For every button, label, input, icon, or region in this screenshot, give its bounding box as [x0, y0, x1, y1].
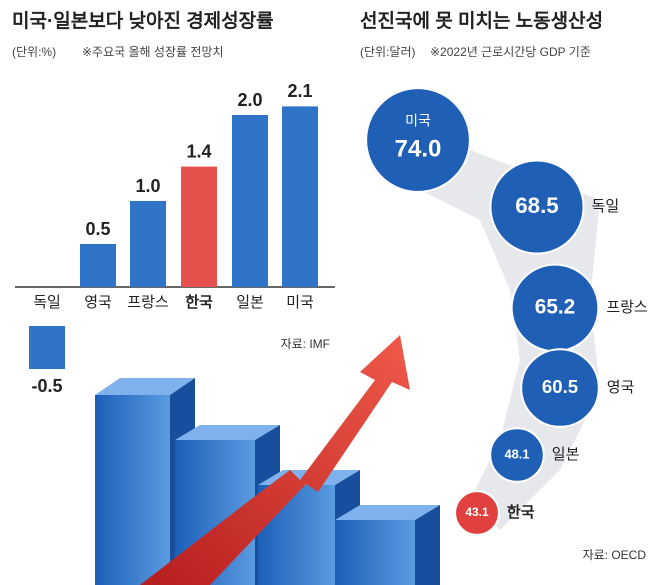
bar [29, 326, 65, 369]
value-label: -0.5 [31, 376, 62, 396]
category-label: 한국 [507, 504, 535, 521]
bar [282, 106, 318, 288]
bubble [520, 348, 600, 428]
bar [80, 244, 116, 287]
subtitle: ※주요국 올해 성장률 전망치 [82, 45, 224, 59]
subtitle: ※2022년 근로시간당 GDP 기준 [430, 45, 591, 59]
bar [232, 115, 268, 287]
value-label: 0.5 [85, 219, 110, 239]
source: 자료: OECD [583, 548, 647, 562]
category-label: 미국 [405, 113, 431, 129]
decoration-bars [95, 378, 440, 585]
x-tick-label: 영국 [84, 294, 112, 311]
x-tick-label: 일본 [236, 294, 264, 311]
category-label: 영국 [607, 379, 635, 396]
value-label: 2.1 [287, 81, 312, 101]
category-label: 프랑스 [606, 299, 648, 316]
unit: (단위:달러) [360, 45, 416, 59]
x-tick-label: 한국 [185, 294, 213, 311]
bar [181, 166, 217, 287]
value-label: 1.4 [186, 141, 211, 161]
category-label: 일본 [552, 446, 580, 463]
value-label: 1.0 [135, 176, 160, 196]
bubble [489, 159, 585, 255]
category-label: 독일 [592, 198, 620, 215]
x-tick-label: 프랑스 [127, 294, 169, 311]
value-label: 74.0 [395, 135, 442, 162]
decoration-arrow [140, 335, 410, 585]
value-label: 65.2 [535, 296, 575, 319]
bubble [365, 87, 471, 193]
value-label: 43.1 [465, 505, 489, 519]
bubble [489, 427, 545, 483]
chart-title: 선진국에 못 미치는 노동생산성 [360, 10, 603, 32]
value-label: 60.5 [542, 376, 578, 397]
value-label: 68.5 [515, 193, 558, 218]
unit: (단위:%) [12, 45, 56, 59]
x-tick-label: 독일 [33, 294, 61, 311]
bar [130, 201, 166, 287]
bubble [454, 490, 500, 536]
value-label: 48.1 [505, 446, 530, 461]
source: 자료: IMF [281, 337, 330, 351]
chart-title: 미국·일본보다 낮아진 경제성장률 [12, 10, 274, 32]
x-tick-label: 미국 [286, 294, 314, 311]
value-label: 2.0 [237, 90, 262, 110]
